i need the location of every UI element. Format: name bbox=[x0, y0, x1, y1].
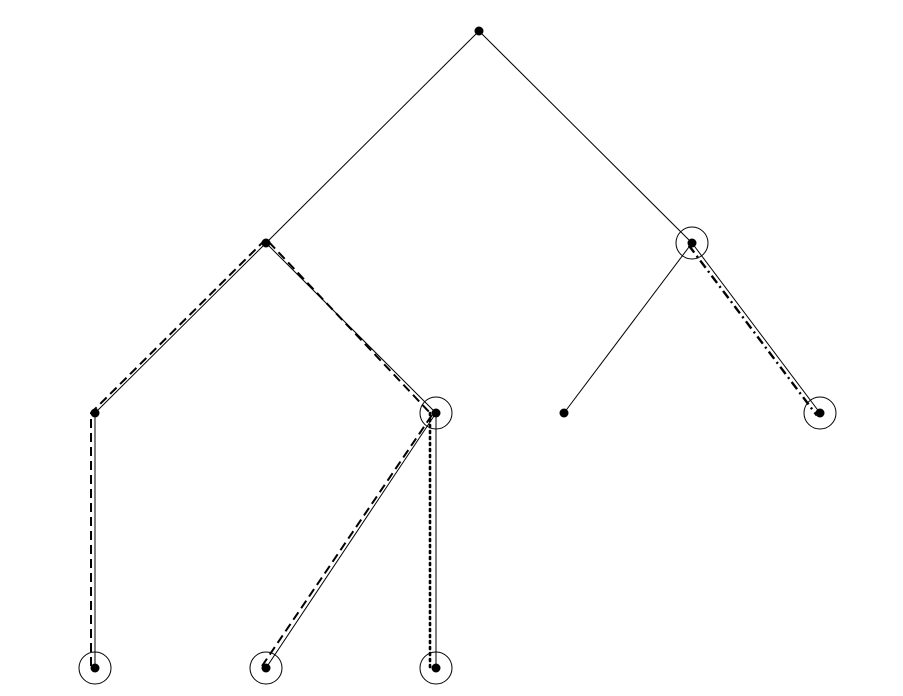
edge-l2b-l3b bbox=[265, 412, 437, 669]
node-root bbox=[474, 26, 484, 36]
path-dashed bbox=[90, 238, 433, 667]
marker-ring-l3a bbox=[78, 651, 112, 685]
node-l1a bbox=[261, 238, 271, 248]
marker-ring-l3b bbox=[249, 651, 283, 685]
marker-ring-l1b bbox=[675, 226, 709, 260]
node-l3c bbox=[431, 663, 441, 673]
node-l2c bbox=[559, 408, 569, 418]
edge-l1b-l2d bbox=[691, 242, 821, 414]
edge-root-l1b bbox=[478, 30, 693, 244]
node-l3a bbox=[90, 663, 100, 673]
marker-ring-l2b bbox=[419, 396, 453, 430]
path-dash-dot bbox=[687, 244, 818, 417]
node-l2a bbox=[90, 408, 100, 418]
node-l3b bbox=[261, 663, 271, 673]
node-l1b bbox=[687, 238, 697, 248]
edge-l1b-l2c bbox=[563, 242, 693, 414]
tree-nodes bbox=[90, 26, 825, 673]
highlighted-paths bbox=[90, 238, 818, 670]
node-l2b bbox=[431, 408, 441, 418]
tree-edges bbox=[94, 30, 821, 669]
edge-root-l1a bbox=[265, 30, 480, 244]
marker-ring-l3c bbox=[419, 651, 453, 685]
marker-ring-l2d bbox=[803, 396, 837, 430]
node-markers bbox=[78, 226, 837, 685]
node-l2d bbox=[815, 408, 825, 418]
edge-l1a-l2a bbox=[94, 242, 267, 414]
